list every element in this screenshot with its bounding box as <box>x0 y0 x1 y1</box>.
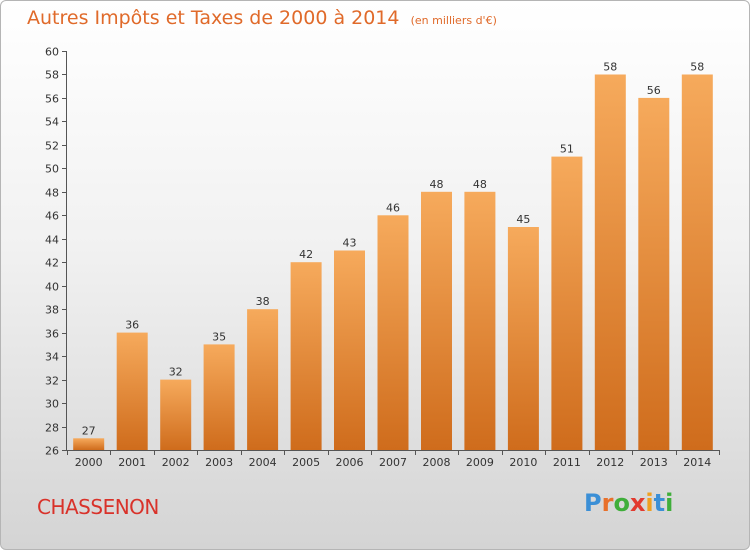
logo-letter: i <box>665 489 674 517</box>
bar <box>638 97 670 451</box>
title-row: Autres Impôts et Taxes de 2000 à 2014 (e… <box>27 7 497 29</box>
commune-name: CHASSENON <box>37 495 159 519</box>
y-tick-label: 26 <box>45 445 59 458</box>
y-axis: 26 28 30 32 34 36 38 40 42 44 46 48 50 52 54 56 58 60 <box>45 46 67 458</box>
x-tick-label: 2005 <box>292 456 320 469</box>
logo-letter: i <box>645 489 654 517</box>
logo-letter: x <box>629 489 646 517</box>
bar <box>160 379 192 450</box>
bar-value-label: 48 <box>430 178 444 191</box>
bar-value-label: 51 <box>560 143 574 156</box>
bar <box>594 74 626 450</box>
y-tick-label: 34 <box>45 351 59 364</box>
bar <box>73 438 105 450</box>
x-tick-label: 2010 <box>509 456 537 469</box>
y-tick-label: 40 <box>45 281 59 294</box>
logo-letter: t <box>653 489 666 517</box>
x-tick-label: 2014 <box>683 456 711 469</box>
y-tick-label: 54 <box>45 116 59 129</box>
logo-letter: r <box>601 489 614 517</box>
x-tick-label: 2002 <box>162 456 190 469</box>
y-tick-label: 60 <box>45 46 59 59</box>
y-tick-label: 58 <box>45 69 59 82</box>
chart-subtitle: (en milliers d'€) <box>410 14 497 27</box>
y-tick-label: 52 <box>45 140 59 153</box>
y-tick-label: 48 <box>45 187 59 200</box>
y-tick-label: 56 <box>45 93 59 106</box>
bar-value-label: 48 <box>473 178 487 191</box>
y-tick-label: 42 <box>45 257 59 270</box>
bar-value-label: 58 <box>690 61 704 74</box>
x-tick-label: 2000 <box>75 456 103 469</box>
bar <box>507 227 539 450</box>
y-tick-label: 36 <box>45 328 59 341</box>
bar <box>247 309 279 450</box>
x-tick-label: 2013 <box>640 456 668 469</box>
bar-value-label: 27 <box>82 424 96 437</box>
bar <box>377 215 409 450</box>
bar-value-label: 36 <box>125 319 139 332</box>
logo-letter: o <box>613 489 630 517</box>
bar <box>421 191 452 451</box>
bar-value-label: 56 <box>647 84 661 97</box>
y-tick-label: 46 <box>45 210 59 223</box>
bar-value-label: 58 <box>603 61 617 74</box>
bar-value-label: 46 <box>386 201 400 214</box>
x-tick-label: 2007 <box>379 456 407 469</box>
bar <box>551 156 583 450</box>
x-axis: 2000 2001 2002 2003 2004 2005 2006 2007 2008 2009… <box>62 450 720 469</box>
bar-value-label: 42 <box>299 248 313 261</box>
chart-title: Autres Impôts et Taxes de 2000 à 2014 <box>27 7 400 29</box>
bar-value-label: 45 <box>516 213 530 226</box>
bar <box>290 262 322 450</box>
x-tick-label: 2001 <box>118 456 146 469</box>
bars: 27 36 32 35 38 42 43 46 48 48 45 51 58 56 58 <box>73 61 713 451</box>
y-tick-label: 44 <box>45 234 59 247</box>
x-tick-label: 2008 <box>423 456 451 469</box>
x-tick-label: 2003 <box>205 456 233 469</box>
logo-letter: P <box>584 489 602 517</box>
bar-value-label: 38 <box>256 295 270 308</box>
y-tick-label: 50 <box>45 163 59 176</box>
proxiti-logo: Proxiti <box>584 489 673 517</box>
y-tick-label: 30 <box>45 398 59 411</box>
bar <box>681 74 713 450</box>
bar <box>464 191 496 451</box>
bar <box>116 332 148 450</box>
y-tick-label: 32 <box>45 375 59 388</box>
x-tick-label: 2012 <box>596 456 624 469</box>
bar <box>203 344 235 450</box>
x-tick-label: 2004 <box>249 456 277 469</box>
bar-value-label: 35 <box>212 330 226 343</box>
bar-value-label: 32 <box>169 366 183 379</box>
y-tick-label: 38 <box>45 304 59 317</box>
y-tick-label: 28 <box>45 422 59 435</box>
bar <box>334 250 365 450</box>
x-tick-label: 2006 <box>336 456 364 469</box>
bar-value-label: 43 <box>343 237 357 250</box>
x-tick-label: 2009 <box>466 456 494 469</box>
x-tick-label: 2011 <box>553 456 581 469</box>
